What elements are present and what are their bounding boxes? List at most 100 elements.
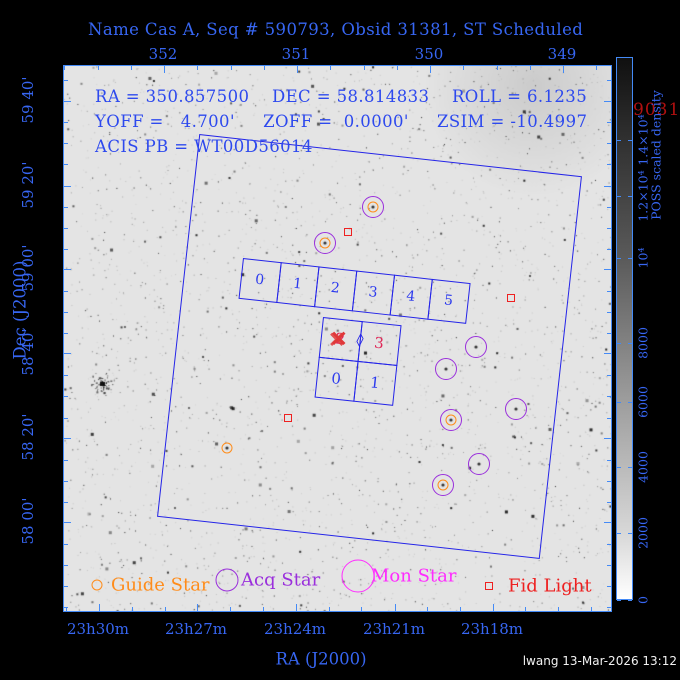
- colorbar: [616, 57, 633, 600]
- tick-right: [607, 312, 611, 313]
- tick-bottom: [395, 604, 396, 611]
- colorbar-tick: [617, 343, 621, 344]
- tick-left: [64, 122, 68, 123]
- tick-bottom: [493, 604, 494, 611]
- tick-right: [607, 164, 611, 165]
- acis-s-chip-2: 2: [313, 265, 357, 311]
- acq-star-circle: [314, 232, 336, 254]
- tick-right: [607, 291, 611, 292]
- acq-star-circle: [468, 453, 490, 475]
- tick-left: [64, 164, 68, 165]
- tick-bottom: [132, 607, 133, 611]
- tick-left: [64, 333, 68, 334]
- dec-tick-label: 58 40': [19, 328, 37, 376]
- tick-left: [64, 396, 68, 397]
- tick-top: [463, 66, 464, 70]
- colorbar-tick: [628, 343, 632, 344]
- acis-s-chip-4: 4: [389, 274, 433, 320]
- dec-tick-label: 59 20': [19, 161, 37, 209]
- tick-bottom: [296, 604, 297, 611]
- tick-right: [604, 353, 611, 354]
- ra-bottom-tick-label: 23h18m: [460, 620, 524, 638]
- tick-bottom: [230, 607, 231, 611]
- ra-top-tick-label: 349: [547, 45, 577, 63]
- acis-s-chip-5: 5: [426, 278, 471, 324]
- pointing-info-line3: ACIS PB = WT00D56014: [95, 137, 313, 156]
- observation-title: Name Cas A, Seq # 590793, Obsid 31381, S…: [88, 20, 584, 39]
- tick-left: [64, 607, 68, 608]
- tick-bottom: [525, 607, 526, 611]
- guide-star-circle: [319, 237, 331, 249]
- pointing-info-line2: YOFF = 4.700' ZOFF = 0.0000' ZSIM = -10.…: [95, 112, 588, 131]
- acis-i-chip-0: 0: [314, 356, 359, 402]
- tick-left: [64, 586, 68, 587]
- colorbar-tick: [617, 533, 621, 534]
- tick-right: [607, 396, 611, 397]
- colorbar-tick: [617, 258, 621, 259]
- colorbar-tick: [617, 467, 621, 468]
- colorbar-tick: [617, 140, 621, 141]
- acis-s-chip-0: 0: [238, 257, 282, 303]
- sky-view[interactable]: RA = 350.857500 DEC = 58.814833 ROLL = 6…: [63, 65, 612, 612]
- tick-right: [607, 207, 611, 208]
- tick-right: [607, 502, 611, 503]
- colorbar-tick-label: 1.4×10⁴: [635, 114, 651, 166]
- acis-s-chip-3: 3: [351, 269, 395, 315]
- colorbar-tick: [628, 533, 632, 534]
- tick-bottom: [263, 607, 264, 611]
- colorbar-tick-label: 6000: [635, 386, 651, 418]
- tick-top: [297, 66, 298, 73]
- tick-left: [64, 312, 68, 313]
- tick-bottom: [558, 607, 559, 611]
- tick-right: [607, 143, 611, 144]
- tick-bottom: [460, 607, 461, 611]
- user-timestamp: lwang 13-Mar-2026 13:12: [522, 654, 677, 668]
- colorbar-tick: [628, 402, 632, 403]
- tick-right: [607, 565, 611, 566]
- tick-bottom: [165, 607, 166, 611]
- legend-label-fid: Fid Light: [508, 575, 592, 597]
- acis-i-chip-1: 1: [352, 360, 397, 406]
- tick-left: [64, 80, 68, 81]
- acq-star-circle: [362, 196, 384, 218]
- ra-bottom-tick-label: 23h21m: [362, 620, 426, 638]
- colorbar-tick-label: 4000: [635, 451, 651, 483]
- colorbar-tick-label: 8000: [635, 327, 651, 359]
- dec-tick-label: 59 40': [19, 76, 37, 124]
- aimpoint-x-marker: ✕: [330, 326, 348, 351]
- fid-light-square: [344, 228, 352, 236]
- tick-bottom: [66, 607, 67, 611]
- tick-left: [64, 418, 68, 419]
- guide-star-circle: [221, 442, 233, 454]
- tick-left: [64, 207, 68, 208]
- tick-bottom: [99, 604, 100, 611]
- guide-star-circle: [445, 414, 457, 426]
- tick-top: [596, 66, 597, 70]
- tick-top: [563, 66, 564, 73]
- colorbar-tick-label: 2000: [635, 517, 651, 549]
- tick-top: [430, 66, 431, 73]
- legend-label-acq: Acq Star: [241, 569, 321, 591]
- colorbar-tick: [617, 600, 621, 601]
- colorbar-tick: [617, 402, 621, 403]
- tick-left: [64, 186, 71, 187]
- ra-top-tick-label: 350: [414, 45, 444, 63]
- legend-label-mon: Mon Star: [371, 565, 457, 587]
- tick-left: [64, 353, 71, 354]
- legend-guide-icon: [91, 579, 103, 591]
- tick-right: [607, 80, 611, 81]
- tick-right: [607, 607, 611, 608]
- pointing-info-line1: RA = 350.857500 DEC = 58.814833 ROLL = 6…: [95, 87, 588, 106]
- tick-top: [264, 66, 265, 70]
- dec-tick-label: 58 00': [19, 497, 37, 545]
- tick-left: [64, 249, 68, 250]
- tick-top: [98, 66, 99, 70]
- tick-right: [604, 101, 611, 102]
- tick-top: [64, 66, 65, 70]
- tick-top: [530, 66, 531, 70]
- x-axis-title: RA (J2000): [275, 649, 367, 669]
- ra-bottom-tick-label: 23h24m: [263, 620, 327, 638]
- tick-right: [604, 522, 611, 523]
- legend-label-guide: Guide Star: [111, 574, 210, 596]
- ra-bottom-tick-label: 23h30m: [66, 620, 130, 638]
